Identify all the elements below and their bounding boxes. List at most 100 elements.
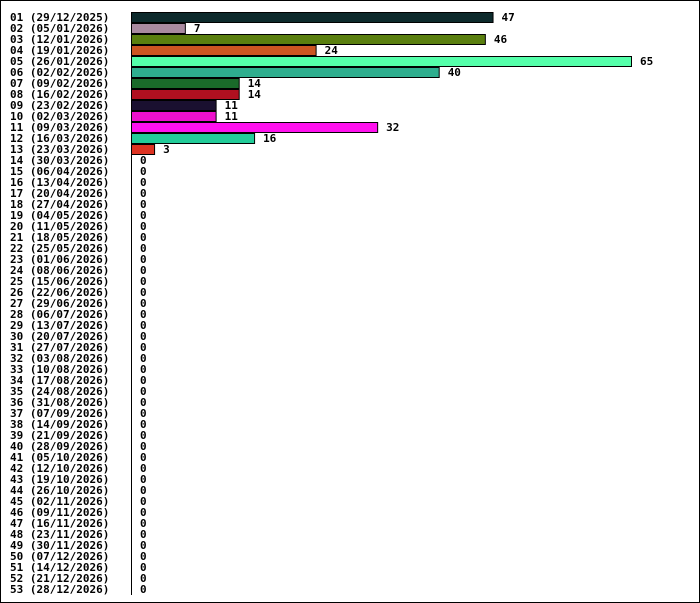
- value-label: 0: [140, 539, 147, 552]
- value-label: 0: [140, 495, 147, 508]
- bar: [131, 78, 240, 89]
- value-label: 47: [502, 11, 515, 24]
- category-label: 13 (23/03/2026): [10, 143, 109, 156]
- value-label: 14: [248, 77, 262, 90]
- value-label: 40: [448, 66, 461, 79]
- value-label: 0: [140, 572, 147, 585]
- value-label: 0: [140, 385, 147, 398]
- category-label: 21 (18/05/2026): [10, 231, 109, 244]
- value-label: 0: [140, 473, 147, 486]
- category-label: 25 (15/06/2026): [10, 275, 109, 288]
- category-label: 44 (26/10/2026): [10, 484, 109, 497]
- category-label: 51 (14/12/2026): [10, 561, 109, 574]
- value-label: 0: [140, 308, 147, 321]
- category-label: 32 (03/08/2026): [10, 352, 109, 365]
- value-label: 0: [140, 561, 147, 574]
- bar: [131, 144, 156, 155]
- value-label: 0: [140, 396, 147, 409]
- value-label: 0: [140, 264, 147, 277]
- bar: [131, 111, 217, 122]
- value-label: 0: [140, 154, 147, 167]
- value-label: 0: [140, 583, 147, 596]
- value-label: 0: [140, 506, 147, 519]
- category-label: 27 (29/06/2026): [10, 297, 109, 310]
- category-label: 30 (20/07/2026): [10, 330, 109, 343]
- category-label: 41 (05/10/2026): [10, 451, 109, 464]
- category-label: 26 (22/06/2026): [10, 286, 109, 299]
- bar: [131, 45, 317, 56]
- bar: [131, 56, 632, 67]
- category-label: 36 (31/08/2026): [10, 396, 109, 409]
- value-labels: 4774624654014141111321630000000000000000…: [140, 11, 653, 596]
- value-label: 32: [386, 121, 399, 134]
- category-label: 45 (02/11/2026): [10, 495, 109, 508]
- category-label: 48 (23/11/2026): [10, 528, 109, 541]
- category-label: 02 (05/01/2026): [10, 22, 109, 35]
- category-label: 28 (06/07/2026): [10, 308, 109, 321]
- category-label: 39 (21/09/2026): [10, 429, 109, 442]
- category-label: 40 (28/09/2026): [10, 440, 109, 453]
- value-label: 0: [140, 374, 147, 387]
- value-label: 46: [494, 33, 508, 46]
- value-label: 0: [140, 330, 147, 343]
- category-label: 06 (02/02/2026): [10, 66, 109, 79]
- bar: [131, 67, 440, 78]
- value-label: 0: [140, 451, 147, 464]
- value-label: 16: [263, 132, 277, 145]
- value-label: 0: [140, 231, 147, 244]
- value-label: 0: [140, 220, 147, 233]
- category-labels: 01 (29/12/2025)02 (05/01/2026)03 (12/01/…: [10, 11, 109, 596]
- bar: [131, 122, 379, 133]
- value-label: 0: [140, 242, 147, 255]
- category-label: 11 (09/03/2026): [10, 121, 109, 134]
- value-label: 14: [248, 88, 262, 101]
- value-label: 0: [140, 517, 147, 530]
- category-label: 09 (23/02/2026): [10, 99, 109, 112]
- value-label: 7: [194, 22, 201, 35]
- value-label: 0: [140, 440, 147, 453]
- category-label: 33 (10/08/2026): [10, 363, 109, 376]
- value-label: 0: [140, 363, 147, 376]
- value-label: 0: [140, 484, 147, 497]
- value-label: 0: [140, 319, 147, 332]
- category-label: 07 (09/02/2026): [10, 77, 109, 90]
- value-label: 0: [140, 528, 147, 541]
- category-label: 10 (02/03/2026): [10, 110, 109, 123]
- value-label: 0: [140, 165, 147, 178]
- bar: [131, 133, 256, 144]
- category-label: 17 (20/04/2026): [10, 187, 109, 200]
- category-label: 29 (13/07/2026): [10, 319, 109, 332]
- bars: [131, 12, 632, 155]
- value-label: 24: [325, 44, 339, 57]
- value-label: 0: [140, 187, 147, 200]
- category-label: 49 (30/11/2026): [10, 539, 109, 552]
- category-label: 12 (16/03/2026): [10, 132, 109, 145]
- category-label: 05 (26/01/2026): [10, 55, 109, 68]
- value-label: 0: [140, 286, 147, 299]
- value-label: 0: [140, 209, 147, 222]
- category-label: 23 (01/06/2026): [10, 253, 109, 266]
- value-label: 11: [225, 110, 239, 123]
- value-label: 0: [140, 462, 147, 475]
- category-label: 53 (28/12/2026): [10, 583, 109, 596]
- category-label: 38 (14/09/2026): [10, 418, 109, 431]
- value-label: 11: [225, 99, 239, 112]
- value-label: 0: [140, 253, 147, 266]
- bar: [131, 89, 240, 100]
- category-label: 46 (09/11/2026): [10, 506, 109, 519]
- value-label: 0: [140, 297, 147, 310]
- value-label: 0: [140, 429, 147, 442]
- category-label: 24 (08/06/2026): [10, 264, 109, 277]
- category-label: 47 (16/11/2026): [10, 517, 109, 530]
- category-label: 50 (07/12/2026): [10, 550, 109, 563]
- category-label: 43 (19/10/2026): [10, 473, 109, 486]
- value-label: 0: [140, 418, 147, 431]
- bar: [131, 34, 486, 45]
- value-label: 0: [140, 198, 147, 211]
- bar: [131, 100, 217, 111]
- value-label: 3: [163, 143, 170, 156]
- category-label: 08 (16/02/2026): [10, 88, 109, 101]
- value-label: 0: [140, 341, 147, 354]
